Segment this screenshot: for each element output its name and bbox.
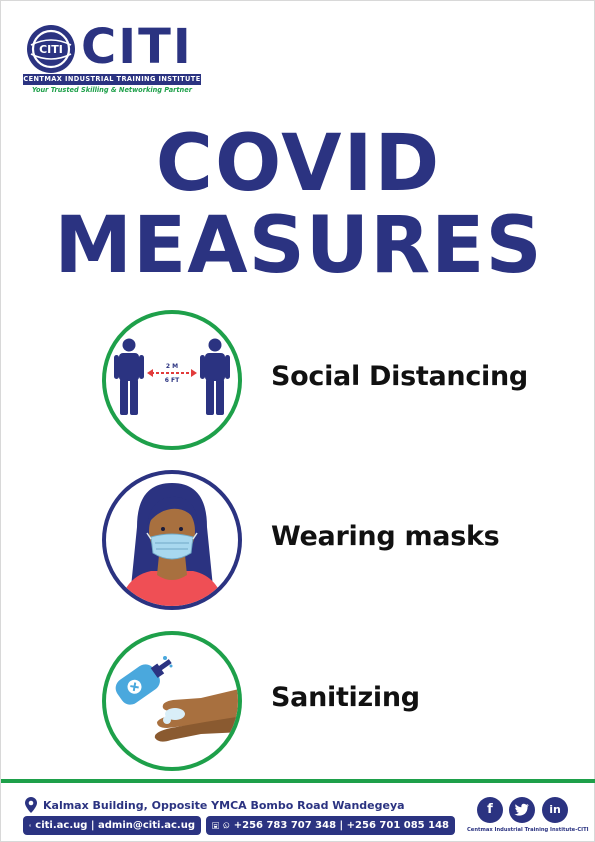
phone-numbers: +256 783 707 348 | +256 701 085 148 bbox=[233, 820, 449, 831]
web-email-pill: citi.ac.ug | admin@citi.ac.ug bbox=[23, 816, 201, 835]
measure-social-distancing: 2 M 6 FT Social Distancing bbox=[101, 309, 561, 451]
twitter-bird-icon bbox=[514, 803, 529, 816]
address-text: Kalmax Building, Opposite YMCA Bombo Roa… bbox=[43, 798, 405, 812]
twitter-icon[interactable] bbox=[509, 797, 535, 823]
distance-meters: 2 M bbox=[166, 363, 178, 370]
measure-label: Wearing masks bbox=[271, 521, 500, 552]
hand-sanitizer-icon bbox=[102, 631, 242, 771]
footer-brand-name: Centmax Industrial Training Institute-CI… bbox=[467, 827, 589, 833]
logo-wordmark: CITI bbox=[81, 19, 193, 75]
citi-logo: CITI CITI CENTMAX INDUSTRIAL TRAINING IN… bbox=[23, 19, 203, 99]
footer-divider bbox=[1, 779, 595, 783]
linkedin-icon[interactable]: in bbox=[542, 797, 568, 823]
globe-icon bbox=[29, 824, 32, 827]
whatsapp-icon bbox=[223, 822, 230, 829]
facebook-icon[interactable]: f bbox=[477, 797, 503, 823]
social-distancing-icon: 2 M 6 FT bbox=[102, 310, 242, 450]
measure-label: Sanitizing bbox=[271, 682, 420, 713]
measure-wearing-masks: Wearing masks bbox=[101, 469, 561, 611]
measure-sanitizing: Sanitizing bbox=[101, 630, 561, 772]
footer-address: Kalmax Building, Opposite YMCA Bombo Roa… bbox=[25, 796, 405, 814]
phone-pill: +256 783 707 348 | +256 701 085 148 bbox=[206, 816, 455, 835]
location-pin-icon bbox=[25, 797, 37, 813]
citi-globe-icon: CITI bbox=[27, 25, 75, 73]
logo-tagline: Your Trusted Skilling & Networking Partn… bbox=[32, 86, 192, 94]
logo-mark-text: CITI bbox=[39, 43, 63, 56]
telephone-icon bbox=[212, 822, 220, 829]
title-line-2: MEASURES bbox=[54, 201, 543, 291]
web-email-text: citi.ac.ug | admin@citi.ac.ug bbox=[35, 820, 195, 831]
measure-label: Social Distancing bbox=[271, 361, 528, 392]
title-line-1: COVID bbox=[155, 119, 442, 209]
logo-full-name: CENTMAX INDUSTRIAL TRAINING INSTITUTE bbox=[23, 74, 201, 85]
woman-mask-icon bbox=[102, 470, 242, 610]
distance-feet: 6 FT bbox=[165, 377, 180, 384]
